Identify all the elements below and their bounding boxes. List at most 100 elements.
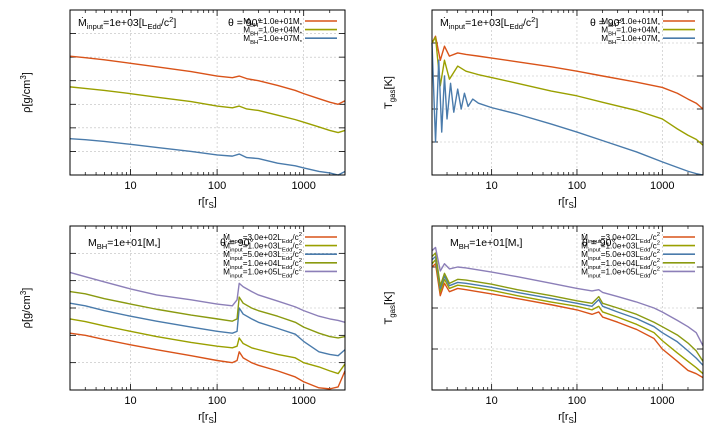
y-axis-label-part-1: 3	[19, 75, 28, 80]
plot-frame	[69, 225, 346, 391]
legend-label-1-part-0: Ṁ	[581, 232, 588, 242]
panel-annotation: MBH=1e+01[M*]	[88, 237, 160, 251]
legend-label-2-part-4: /c	[650, 242, 656, 251]
legend-label-4: Ṁinput=1.0e+04LEdd/c2	[223, 258, 302, 271]
legend-label-4-part-1: input	[230, 265, 243, 271]
legend-label-3-part-4: /c	[650, 250, 656, 259]
legend-label-4-part-4: /c	[292, 259, 298, 268]
panel-annotation-part-0: Ṁ	[440, 16, 449, 29]
y-axis-label-part-2: [K]	[383, 292, 395, 305]
panel-annotation-part-4: ]	[157, 237, 160, 249]
series-line-4	[69, 290, 346, 339]
legend-label-3-part-3: *	[658, 40, 661, 46]
panel-annotation-part-0: M	[450, 237, 459, 249]
y-axis-label-part-1: gas	[388, 89, 397, 102]
x-axis-label-part-2: ]	[214, 196, 217, 208]
series-line-3	[69, 138, 346, 176]
series-line-2	[431, 36, 704, 146]
legend-label-2-part-0: M	[243, 26, 250, 35]
y-axis-label-part-2: ]	[21, 288, 33, 291]
series-line-4	[431, 252, 704, 362]
legend-label-2-part-3: *	[658, 32, 661, 38]
y-axis-label-part-0: T	[383, 317, 395, 324]
legend-label-2-part-4: /c	[292, 242, 298, 251]
x-tick-label: 10	[486, 395, 498, 407]
panel-annotation: MBH=1e+01[M*]	[450, 237, 522, 251]
legend-label-2-part-2: =1.0e+04M	[616, 26, 658, 35]
x-axis-label: r[rS]	[558, 411, 577, 425]
legend-label-1-part-1: input	[230, 239, 243, 245]
legend-label-1-part-2: =3.0e+02L	[601, 233, 641, 242]
panel-annotation-part-3: *	[155, 242, 158, 251]
legend-label-2-part-0: M	[601, 26, 608, 35]
x-axis-label: r[rS]	[198, 411, 217, 425]
panel-annotation: Ṁinput=1e+03[LEdd/c2]	[440, 15, 538, 31]
panel-annotation-part-3: Edd	[510, 22, 523, 31]
legend-label-2-part-5: 2	[657, 241, 660, 247]
series-line-3	[69, 302, 346, 357]
x-tick-label: 10	[486, 180, 498, 192]
panel-annotation-part-2: =1e+01[M	[107, 237, 154, 249]
y-axis-label-part-2: ]	[21, 72, 33, 75]
legend-label-3-part-2: =1.0e+07M	[616, 34, 658, 43]
legend-label-3-part-2: =5.0e+03L	[243, 250, 283, 259]
legend-label-2-part-2: =1.0e+03L	[601, 242, 641, 251]
y-axis-label-part-0: ρ[g/cm	[21, 295, 33, 328]
legend-label-4-part-1: input	[588, 265, 601, 271]
panel-annotation-part-6: ]	[535, 17, 538, 29]
legend-label-4-part-0: Ṁ	[581, 258, 588, 268]
x-axis-label-part-1: S	[209, 201, 214, 210]
legend-label-2-part-1: input	[230, 248, 243, 254]
series-line-1	[431, 263, 704, 379]
legend-label-5-part-1: input	[230, 273, 243, 279]
series-line-2	[431, 259, 704, 375]
legend-label-3-part-2: =5.0e+03L	[601, 250, 641, 259]
legend-label-3: Ṁinput=5.0e+03LEdd/c2	[223, 249, 302, 262]
panel-annotation-part-1: input	[449, 22, 466, 31]
legend-label-5: Ṁinput=1.0e+05LEdd/c2	[223, 266, 302, 279]
legend-label-1: Ṁinput=3.0e+02LEdd/c2	[223, 232, 302, 245]
y-axis-label: Tgas[K]	[383, 76, 397, 109]
legend-label-2-part-1: input	[588, 248, 601, 254]
y-axis-label: ρ[g/cm3]	[19, 72, 33, 113]
legend-label-3-part-1: BH	[608, 40, 616, 46]
legend-label-2-part-5: 2	[299, 241, 302, 247]
x-axis-label-part-0: r[r	[198, 196, 209, 208]
legend-label-3-part-1: BH	[250, 40, 258, 46]
y-axis-label-part-2: [K]	[383, 76, 395, 89]
legend-label-5: Ṁinput=1.0e+05LEdd/c2	[581, 266, 660, 279]
legend-label-2-part-0: Ṁ	[581, 241, 588, 251]
legend-label-3-part-0: M	[243, 34, 250, 43]
panel-annotation: Ṁinput=1e+03[LEdd/c2]	[78, 15, 176, 31]
legend-label-3-part-0: Ṁ	[581, 249, 588, 259]
x-axis-label-part-0: r[r	[198, 411, 209, 423]
legend-label-2-part-3: Edd	[282, 248, 292, 254]
angle-label: θ = 90°	[582, 237, 616, 249]
x-tick-label: 1000	[291, 180, 315, 192]
legend-label-2-part-2: =1.0e+04M	[258, 26, 300, 35]
legend-label-1-part-2: =1.0e+01M	[616, 17, 658, 26]
legend-label-1-part-1: BH	[608, 23, 616, 29]
panel-annotation-part-5: 2	[169, 15, 173, 24]
legend-label-4-part-0: Ṁ	[223, 258, 230, 268]
legend-label-3-part-0: Ṁ	[223, 249, 230, 259]
legend-label-2-part-2: =1.0e+03L	[243, 242, 283, 251]
legend-label-2: MBH=1.0e+04M*	[243, 26, 302, 38]
legend-label-3-part-0: M	[601, 34, 608, 43]
plot-frame	[431, 225, 704, 391]
panel-annotation-part-2: =1e+03[L	[103, 17, 148, 29]
legend-label-3: MBH=1.0e+07M*	[601, 34, 660, 46]
legend-label-1-part-0: M	[243, 17, 250, 26]
x-axis-label-part-2: ]	[574, 196, 577, 208]
legend-label-4-part-2: =1.0e+04L	[243, 259, 283, 268]
panel-annotation-part-0: Ṁ	[78, 16, 87, 29]
legend-label-4-part-5: 2	[299, 258, 302, 264]
series-line-5	[431, 246, 704, 347]
panel-annotation-part-4: ]	[519, 237, 522, 249]
legend-label-3-part-1: input	[588, 256, 601, 262]
legend-label-5-part-2: =1.0e+05L	[601, 267, 641, 276]
legend-label-4-part-3: Edd	[282, 265, 292, 271]
